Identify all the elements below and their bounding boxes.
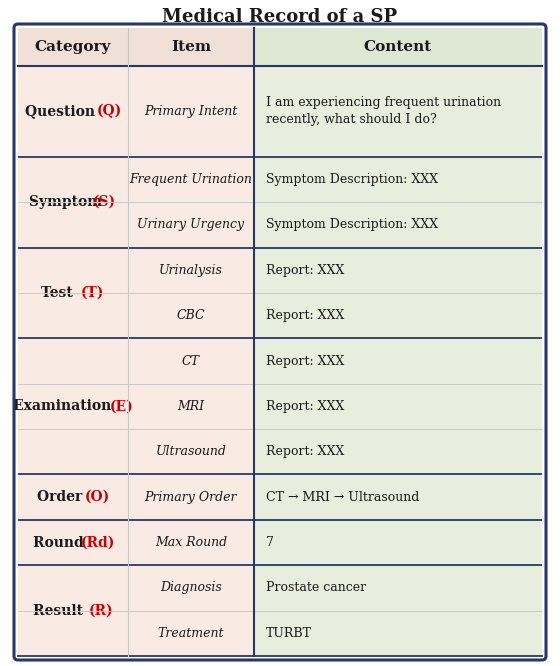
- Bar: [128, 293, 254, 338]
- Text: (Rd): (Rd): [81, 535, 115, 549]
- Bar: [254, 202, 542, 248]
- Bar: [254, 565, 542, 611]
- Bar: [18, 28, 254, 66]
- Bar: [18, 157, 128, 202]
- Text: (T): (T): [81, 286, 105, 300]
- Bar: [128, 611, 254, 656]
- Text: Symptom Description: XXX: Symptom Description: XXX: [266, 218, 438, 231]
- Text: Content: Content: [364, 40, 432, 54]
- Bar: [18, 474, 128, 520]
- Bar: [254, 293, 542, 338]
- Bar: [254, 384, 542, 429]
- Bar: [18, 293, 128, 338]
- Text: 7: 7: [266, 536, 274, 549]
- Text: Report: XXX: Report: XXX: [266, 309, 344, 322]
- Text: (O): (O): [85, 490, 110, 504]
- Bar: [128, 248, 254, 293]
- Bar: [128, 338, 254, 384]
- Bar: [18, 520, 128, 565]
- Bar: [128, 157, 254, 202]
- Text: Category: Category: [35, 40, 111, 54]
- Bar: [128, 565, 254, 611]
- Bar: [254, 338, 542, 384]
- Text: Urinalysis: Urinalysis: [159, 264, 223, 277]
- Text: Question: Question: [25, 105, 100, 119]
- Bar: [18, 384, 128, 429]
- Text: Report: XXX: Report: XXX: [266, 354, 344, 368]
- Text: (E): (E): [109, 400, 133, 414]
- Bar: [254, 157, 542, 202]
- Bar: [254, 66, 542, 157]
- Text: (R): (R): [89, 603, 114, 617]
- Bar: [254, 520, 542, 565]
- Bar: [128, 474, 254, 520]
- Text: Order: Order: [37, 490, 87, 504]
- Text: Max Round: Max Round: [155, 536, 227, 549]
- Text: Test: Test: [41, 286, 77, 300]
- Text: I am experiencing frequent urination
recently, what should I do?: I am experiencing frequent urination rec…: [266, 97, 501, 127]
- Bar: [254, 429, 542, 474]
- Text: Primary Intent: Primary Intent: [144, 105, 237, 118]
- Bar: [18, 338, 128, 384]
- Bar: [128, 66, 254, 157]
- Text: Item: Item: [171, 40, 211, 54]
- Text: Urinary Urgency: Urinary Urgency: [137, 218, 245, 231]
- Text: Result: Result: [32, 603, 87, 617]
- Bar: [18, 429, 128, 474]
- Text: Medical Record of a SP: Medical Record of a SP: [162, 8, 398, 26]
- Text: Round: Round: [32, 535, 88, 549]
- Text: CBC: CBC: [176, 309, 205, 322]
- Bar: [128, 202, 254, 248]
- Bar: [254, 474, 542, 520]
- Bar: [18, 611, 128, 656]
- Text: Ultrasound: Ultrasound: [156, 446, 226, 458]
- Text: Treatment: Treatment: [158, 627, 224, 640]
- Text: Prostate cancer: Prostate cancer: [266, 581, 366, 595]
- Text: CT → MRI → Ultrasound: CT → MRI → Ultrasound: [266, 491, 419, 503]
- Bar: [128, 520, 254, 565]
- Text: (S): (S): [93, 195, 116, 209]
- Bar: [18, 248, 128, 293]
- Bar: [18, 66, 128, 157]
- Bar: [18, 202, 128, 248]
- Bar: [18, 565, 128, 611]
- Text: Report: XXX: Report: XXX: [266, 400, 344, 413]
- Text: CT: CT: [182, 354, 200, 368]
- Bar: [128, 384, 254, 429]
- Text: Report: XXX: Report: XXX: [266, 446, 344, 458]
- Bar: [254, 611, 542, 656]
- Text: Primary Order: Primary Order: [144, 491, 237, 503]
- Text: Symptom Description: XXX: Symptom Description: XXX: [266, 173, 438, 186]
- Text: Examination: Examination: [13, 400, 116, 414]
- Text: Report: XXX: Report: XXX: [266, 264, 344, 277]
- Bar: [254, 28, 542, 66]
- Text: MRI: MRI: [178, 400, 204, 413]
- Text: (Q): (Q): [97, 105, 123, 119]
- Text: Frequent Urination: Frequent Urination: [129, 173, 253, 186]
- Text: Diagnosis: Diagnosis: [160, 581, 222, 595]
- Text: TURBT: TURBT: [266, 627, 312, 640]
- Bar: [254, 248, 542, 293]
- Text: Symptom: Symptom: [29, 195, 106, 209]
- Bar: [128, 429, 254, 474]
